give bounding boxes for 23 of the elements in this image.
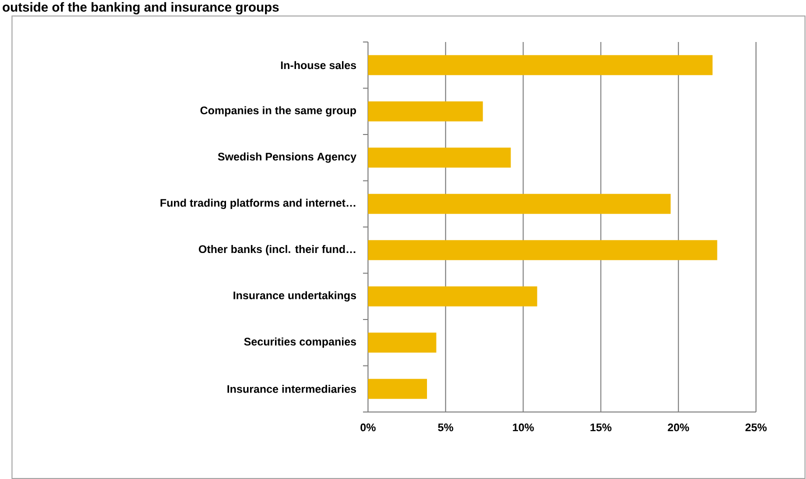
x-tick-label: 20% <box>668 424 690 432</box>
x-tick-label: 0% <box>360 424 376 432</box>
bar <box>368 240 718 260</box>
y-tick-label: Insurance undertakings <box>234 291 356 302</box>
text: outside of the banking and insurance groups <box>2 2 279 14</box>
bar <box>368 286 538 306</box>
bar <box>368 194 671 214</box>
bar <box>368 55 713 76</box>
y-tick-label: Insurance intermediaries <box>227 384 356 393</box>
bar <box>368 148 511 168</box>
y-tick-label: Other banks (incl. their fund… <box>198 245 356 256</box>
y-tick-label: Fund trading platforms and internet… <box>160 198 356 210</box>
bar <box>368 101 483 122</box>
bar <box>368 332 436 353</box>
x-tick-label: 10% <box>512 424 534 432</box>
x-tick-label: 15% <box>590 424 612 432</box>
y-tick-label: Swedish Pensions Agency <box>218 152 356 163</box>
x-tick-label: 5% <box>438 424 454 432</box>
bar <box>368 378 427 399</box>
y-tick-label: Securities companies <box>244 338 356 348</box>
x-tick-label: 25% <box>745 424 767 432</box>
y-tick-label: Companies in the same group <box>200 106 356 117</box>
y-tick-label: In-house sales <box>281 61 356 70</box>
